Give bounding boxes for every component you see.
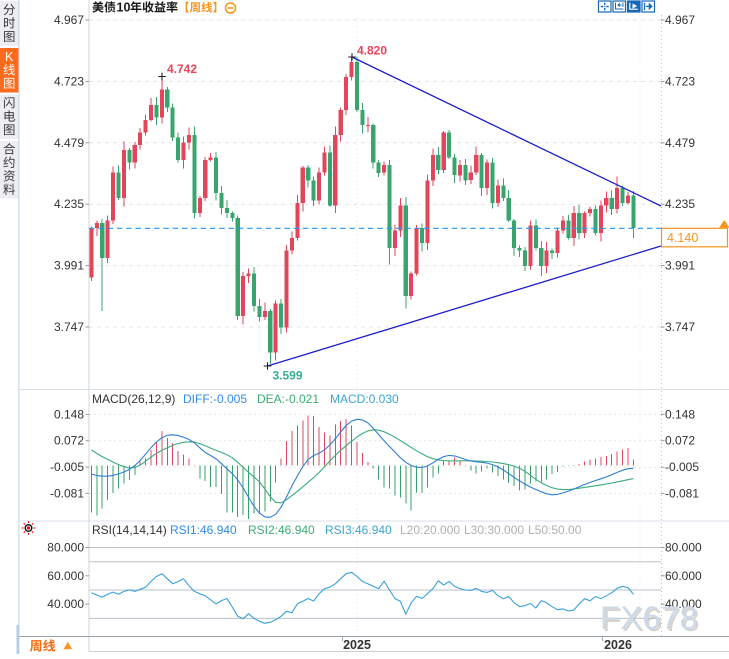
svg-text:RSI1:46.940: RSI1:46.940 [170,523,237,537]
svg-text:4.723: 4.723 [665,74,695,88]
svg-text:4.479: 4.479 [54,136,84,150]
svg-text:4.723: 4.723 [54,74,84,88]
svg-text:-0.081: -0.081 [665,486,699,500]
svg-text:0.148: 0.148 [665,407,695,421]
svg-text:3.991: 3.991 [665,259,695,273]
svg-text:4.742: 4.742 [167,62,197,76]
svg-text:4.820: 4.820 [357,44,387,58]
svg-text:4.967: 4.967 [54,13,84,27]
svg-text:0.148: 0.148 [54,407,84,421]
svg-text:3.991: 3.991 [54,259,84,273]
svg-text:RSI2:46.940: RSI2:46.940 [248,523,315,537]
svg-text:4.235: 4.235 [54,197,84,211]
svg-text:K: K [5,50,14,64]
svg-text:RSI3:46.940: RSI3:46.940 [325,523,392,537]
svg-text:MACD(26,12,9): MACD(26,12,9) [92,392,175,406]
svg-text:3.747: 3.747 [665,320,695,334]
svg-text:-0.005: -0.005 [50,460,84,474]
svg-text:4.967: 4.967 [665,13,695,27]
svg-text:4.235: 4.235 [665,197,695,211]
svg-text:80.000: 80.000 [665,541,702,555]
svg-text:2026: 2026 [604,638,632,652]
svg-text:L50:50.00: L50:50.00 [528,523,582,537]
svg-text:2025: 2025 [343,638,371,652]
svg-text:4.479: 4.479 [665,136,695,150]
svg-text:40.000: 40.000 [665,597,702,611]
svg-text:DIFF:-0.005: DIFF:-0.005 [183,392,247,406]
svg-text:L30:30.000: L30:30.000 [464,523,524,537]
svg-text:60.000: 60.000 [665,569,702,583]
svg-text:40.000: 40.000 [47,597,84,611]
svg-text:MACD:0.030: MACD:0.030 [330,392,399,406]
svg-text:3.599: 3.599 [273,369,303,383]
svg-text:FX678: FX678 [600,600,698,636]
svg-text:10: 10 [117,1,131,15]
svg-text:FX678: FX678 [602,602,700,638]
svg-text:3.747: 3.747 [54,320,84,334]
svg-text:-0.081: -0.081 [50,486,84,500]
svg-text:RSI(14,14,14): RSI(14,14,14) [92,523,167,537]
svg-text:DEA:-0.021: DEA:-0.021 [257,392,319,406]
svg-text:60.000: 60.000 [47,569,84,583]
svg-text:0.072: 0.072 [665,434,695,448]
svg-text:80.000: 80.000 [47,541,84,555]
svg-text:L20:20.000: L20:20.000 [400,523,460,537]
svg-text:-0.005: -0.005 [665,460,699,474]
svg-text:0.072: 0.072 [54,434,84,448]
svg-text:4.140: 4.140 [667,231,698,245]
